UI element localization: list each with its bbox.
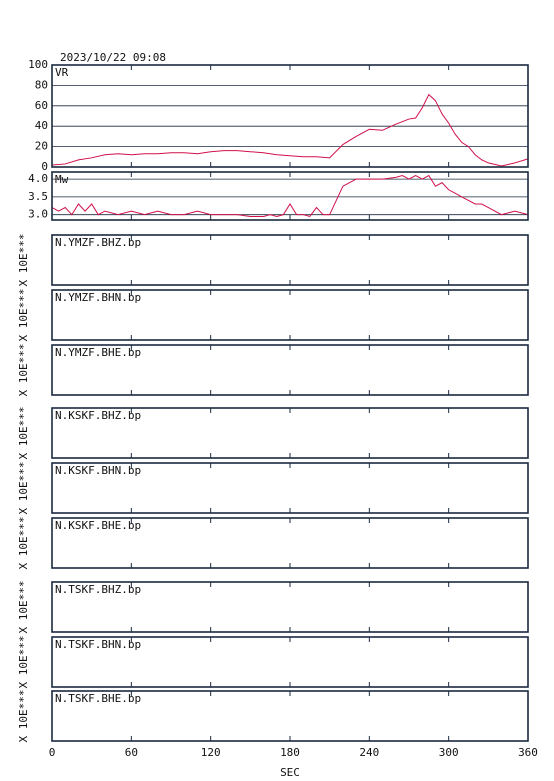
y-tick-label: 3.0 — [28, 208, 48, 221]
data-line — [51, 174, 529, 218]
x-tick-label: 360 — [518, 746, 538, 759]
y-tick-label: 0 — [41, 160, 48, 173]
panel-label: VR — [55, 66, 69, 79]
x-tick-label: 300 — [439, 746, 459, 759]
trace-label: N.TSKF.BHE.bp — [55, 692, 141, 705]
trace-label: N.KSKF.BHE.bp — [55, 519, 141, 532]
x-tick-label: 120 — [201, 746, 221, 759]
x-axis-label: SEC — [280, 766, 300, 779]
scale-label: X 10E*** — [17, 407, 30, 460]
scale-label: X 10E*** — [17, 690, 30, 743]
trace-label: N.YMZF.BHN.bp — [55, 291, 141, 304]
scale-label: X 10E*** — [17, 636, 30, 689]
y-tick-label: 3.5 — [28, 190, 48, 203]
scale-label: X 10E*** — [17, 462, 30, 515]
scale-label: X 10E*** — [17, 344, 30, 397]
trace-label: N.TSKF.BHZ.bp — [55, 583, 141, 596]
y-tick-label: 40 — [35, 119, 48, 132]
scale-label: X 10E*** — [17, 289, 30, 342]
trace-label: N.YMZF.BHE.bp — [55, 346, 141, 359]
x-tick-label: 180 — [280, 746, 300, 759]
y-tick-label: 20 — [35, 140, 48, 153]
x-tick-label: 60 — [125, 746, 138, 759]
x-tick-label: 0 — [49, 746, 56, 759]
trace-label: N.TSKF.BHN.bp — [55, 638, 141, 651]
panel-frame — [51, 171, 529, 221]
scale-label: X 10E*** — [17, 234, 30, 287]
trace-label: N.KSKF.BHZ.bp — [55, 409, 141, 422]
trace-label: N.YMZF.BHZ.bp — [55, 236, 141, 249]
y-tick-label: 80 — [35, 78, 48, 91]
trace-label: N.KSKF.BHN.bp — [55, 464, 141, 477]
scale-label: X 10E*** — [17, 517, 30, 570]
y-tick-label: 4.0 — [28, 172, 48, 185]
title: 2023/10/22 09:08 — [60, 51, 166, 64]
panel-label: Mw — [55, 173, 69, 186]
data-line — [51, 93, 529, 167]
x-tick-label: 240 — [359, 746, 379, 759]
panel-frame — [51, 64, 529, 168]
y-tick-label: 60 — [35, 99, 48, 112]
y-tick-label: 100 — [28, 58, 48, 71]
scale-label: X 10E*** — [17, 581, 30, 634]
